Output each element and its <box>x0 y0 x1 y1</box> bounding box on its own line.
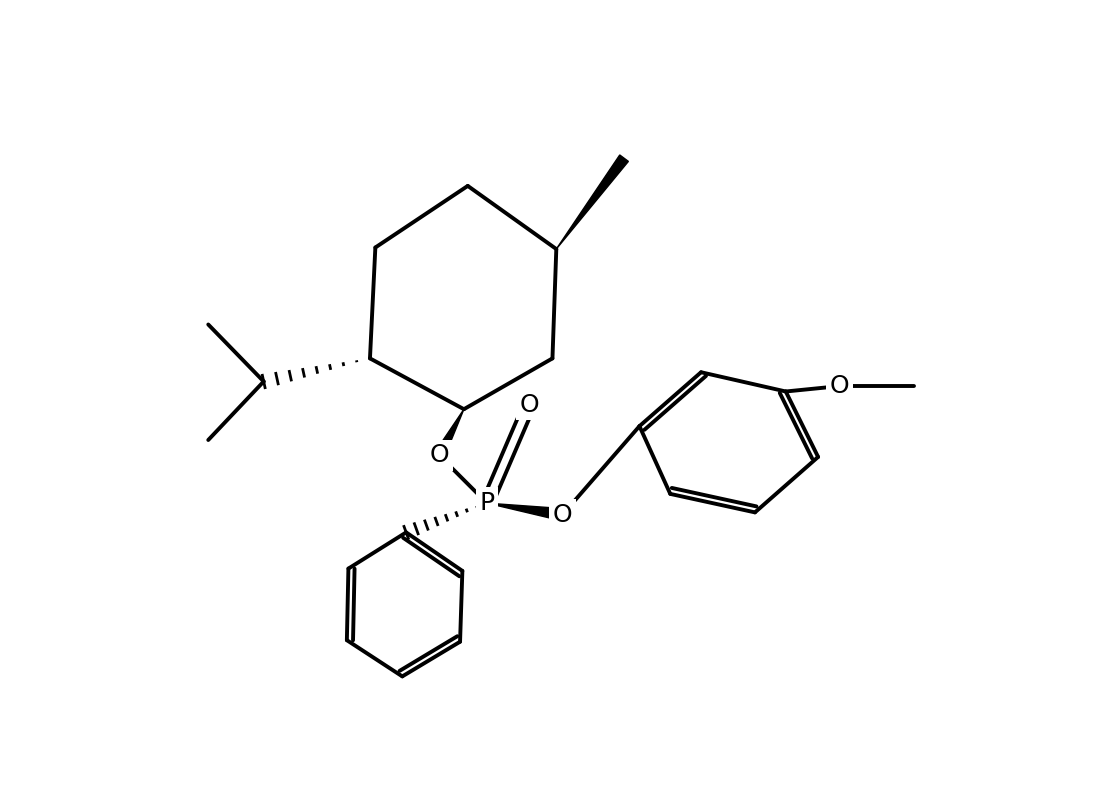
Text: O: O <box>430 444 450 467</box>
Text: O: O <box>830 374 850 398</box>
Text: P: P <box>479 491 495 515</box>
Polygon shape <box>557 155 628 249</box>
Text: O: O <box>552 503 572 527</box>
Polygon shape <box>434 409 464 458</box>
Polygon shape <box>487 503 563 521</box>
Text: O: O <box>519 393 539 417</box>
